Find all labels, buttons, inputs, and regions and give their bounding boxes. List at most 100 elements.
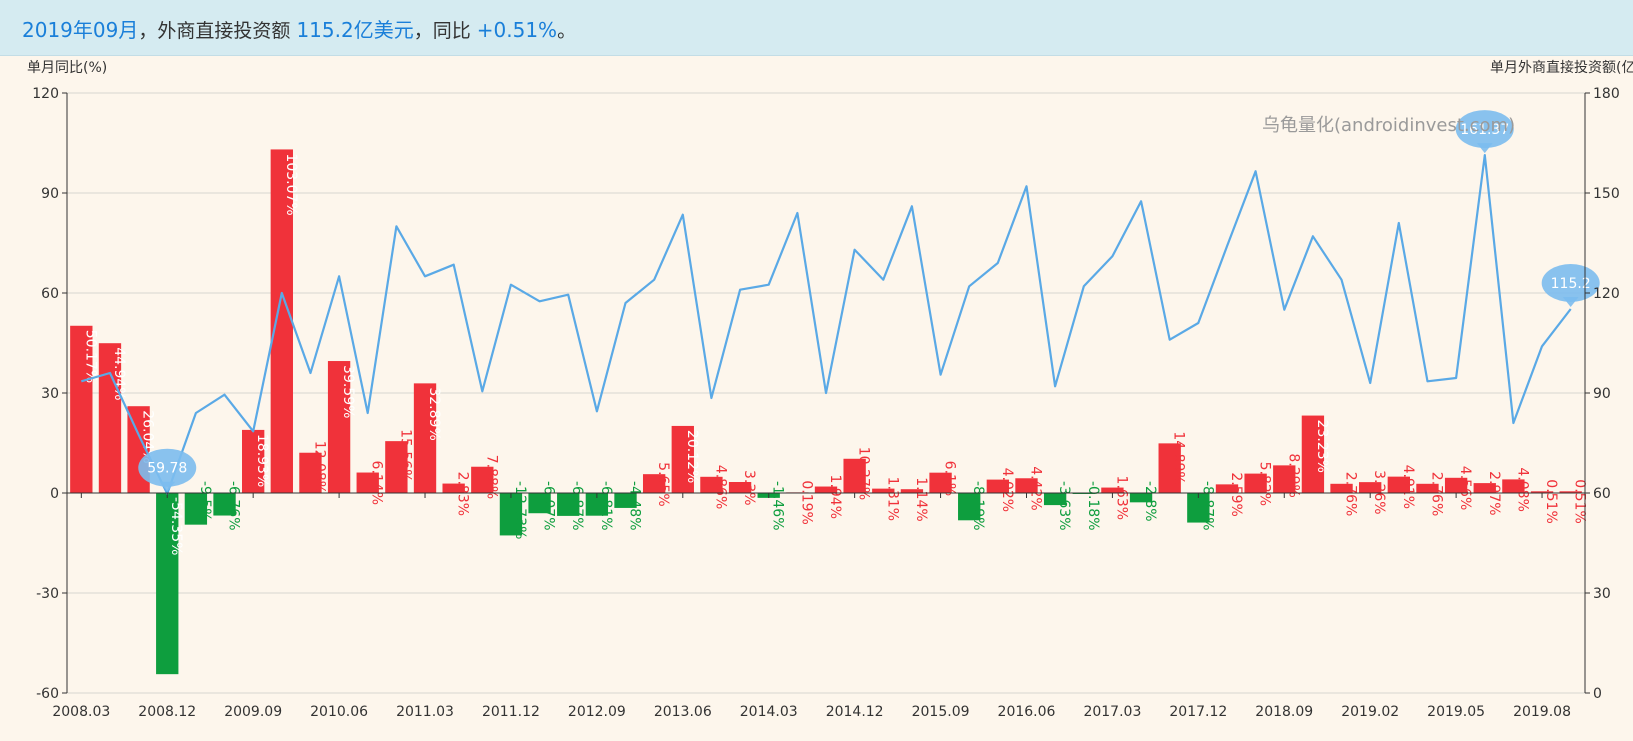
bar [872,488,895,493]
callout-label: 115.2 [1551,276,1591,292]
bar [1444,477,1468,493]
summary-amount: 115.2亿美元 [296,18,414,42]
bar [1359,482,1382,493]
right-axis-tick-label: 90 [1593,386,1611,402]
bar [585,493,609,516]
bar-label: 103.07% [283,153,299,215]
bar-label: 6.14% [369,461,385,505]
callout-label: 161.37 [1460,122,1509,138]
bar [1158,443,1181,493]
bar-label: 0.51% [1572,479,1588,523]
x-axis-tick-label: 2008.03 [52,704,110,720]
bar [1015,478,1038,493]
bar-label: 4.08% [1514,467,1530,511]
bar-label: -4.48% [627,481,643,531]
summary-sep-2: ，同比 [413,20,471,42]
bar-label: 12.08% [311,441,327,494]
bar-label: -6.81% [598,481,614,531]
bar [471,466,494,493]
bar-label: 3.26% [1371,470,1387,514]
right-axis-tick-label: 0 [1593,686,1602,702]
bar [528,493,551,514]
value-callout: 59.78 [138,448,197,492]
bar-label: 1.31% [884,477,900,521]
value-callout: 115.2 [1541,264,1600,307]
bar-label: -2.8% [1142,481,1158,522]
bar [1215,484,1239,493]
left-axis-title: 单月同比(%) [27,60,107,76]
x-axis-tick-label: 2014.12 [826,704,884,720]
bar-label: 10.27% [856,447,872,500]
right-axis-tick-label: 60 [1593,486,1611,502]
bar [642,474,666,493]
bar-label: 2.83% [455,472,471,516]
right-axis-tick-label: 180 [1593,86,1620,102]
bar-label: -8.19% [970,481,986,531]
x-axis-tick-label: 2010.06 [310,704,368,720]
bar-label: -0.18% [1085,481,1101,531]
bar-label: 50.17% [82,330,98,383]
bar-label: -12.73% [512,481,528,539]
line-series [80,154,1572,495]
bar [1244,473,1267,493]
summary-end: 。 [557,20,577,42]
bar [843,458,866,493]
bar [986,479,1010,493]
value-callout: 161.37 [1455,110,1514,154]
summary-period: 2019年09月 [22,18,139,42]
axes: -60 -30 0 30 60 90 120 0 30 60 90 120 150 180 2008.03 2… [32,86,1619,720]
bar [98,343,122,493]
bar [814,486,838,493]
bar [958,493,981,521]
callout-label: 59.78 [147,461,187,477]
bar-label: 7.88% [483,455,499,499]
bar [1387,476,1411,493]
bar [700,476,723,493]
bar [356,472,379,493]
bar [1101,487,1124,493]
bar [1502,479,1525,493]
x-axis-tick-label: 2014.03 [740,704,798,720]
bar-label: 15.56% [397,429,413,482]
bar-label: -9.5% [197,481,213,522]
summary-sep-1: ， [138,20,158,42]
summary-text: 2019年09月，外商直接投资额 115.2亿美元，同比 +0.51%。 [22,14,576,43]
bar-label: 0.19% [798,480,814,524]
bar [671,425,694,493]
bar-label: -8.87% [1199,481,1215,531]
bar [1416,483,1439,493]
x-axis-tick-label: 2009.09 [224,704,282,720]
left-axis-tick-label: -60 [36,686,59,702]
bar-label: 39.59% [340,365,356,418]
bar-label: 4.86% [712,465,728,509]
bar [299,452,322,493]
bar-label: 1.63% [1113,476,1129,520]
summary-label: 外商直接投资额 [157,20,291,42]
left-axis-tick-label: 90 [41,186,59,202]
bar-label: 0.51% [1543,479,1559,523]
bar-label: 3.3% [741,470,757,506]
bar-label: 18.93% [254,434,270,487]
bar [385,441,408,493]
bar [413,383,437,493]
right-axis-tick-label: 30 [1593,586,1611,602]
left-axis-tick-label: 0 [50,486,59,502]
bar [1301,415,1325,493]
x-axis-tick-label: 2016.06 [998,704,1056,720]
investment-line [80,154,1572,495]
bar-label: 4.56% [1457,466,1473,510]
x-axis-tick-label: 2019.05 [1427,704,1485,720]
bar-label: 14.89% [1171,431,1187,484]
bar-label: 8.29% [1285,453,1301,497]
bar-label: 1.94% [827,475,843,519]
x-axis-tick-label: 2012.09 [568,704,626,720]
bar-label: 4.91% [1400,465,1416,509]
bar-label: 32.89% [426,387,442,440]
bar [184,493,208,525]
bar-series [70,149,1582,675]
x-axis-tick-label: 2011.12 [482,704,540,720]
bar [1559,491,1582,493]
bar [614,493,637,508]
bar [728,482,752,493]
right-axis-title: 单月外商直接投资额(亿美元) [1490,59,1633,76]
